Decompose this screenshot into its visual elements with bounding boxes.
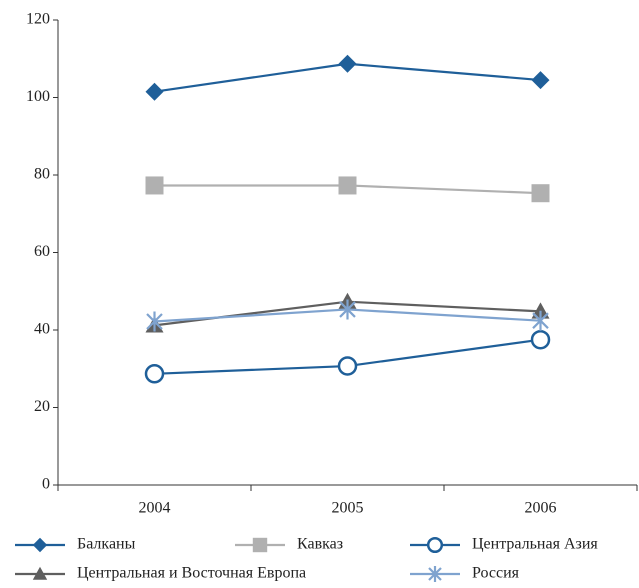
marker — [532, 310, 549, 331]
marker — [531, 184, 550, 203]
marker — [531, 71, 550, 90]
marker — [145, 82, 164, 101]
y-tick-label: 40 — [34, 321, 50, 338]
marker — [337, 356, 358, 376]
x-tick-label: 2006 — [525, 500, 557, 517]
marker — [146, 311, 163, 332]
marker — [32, 537, 48, 553]
x-tick-label: 2005 — [332, 500, 364, 517]
y-tick-label: 120 — [26, 11, 50, 28]
legend-label: Кавказ — [297, 536, 343, 553]
legend-label: Россия — [472, 565, 520, 582]
legend-label: Балканы — [77, 536, 136, 553]
legend-label: Центральная и Восточная Европа — [77, 565, 306, 582]
y-tick-label: 60 — [34, 243, 50, 260]
marker — [428, 566, 442, 582]
marker — [426, 536, 444, 554]
marker — [530, 329, 551, 350]
marker — [252, 537, 268, 553]
marker — [338, 54, 357, 73]
y-tick-label: 100 — [26, 88, 50, 105]
marker — [32, 566, 48, 580]
x-tick-label: 2004 — [139, 500, 171, 517]
marker — [339, 299, 356, 320]
marker — [145, 176, 164, 195]
legend-label: Центральная Азия — [472, 536, 598, 553]
marker — [531, 302, 550, 319]
marker — [144, 364, 165, 384]
y-tick-label: 0 — [42, 476, 50, 493]
y-tick-label: 20 — [34, 398, 50, 415]
y-tick-label: 80 — [34, 166, 50, 183]
marker — [338, 176, 357, 195]
